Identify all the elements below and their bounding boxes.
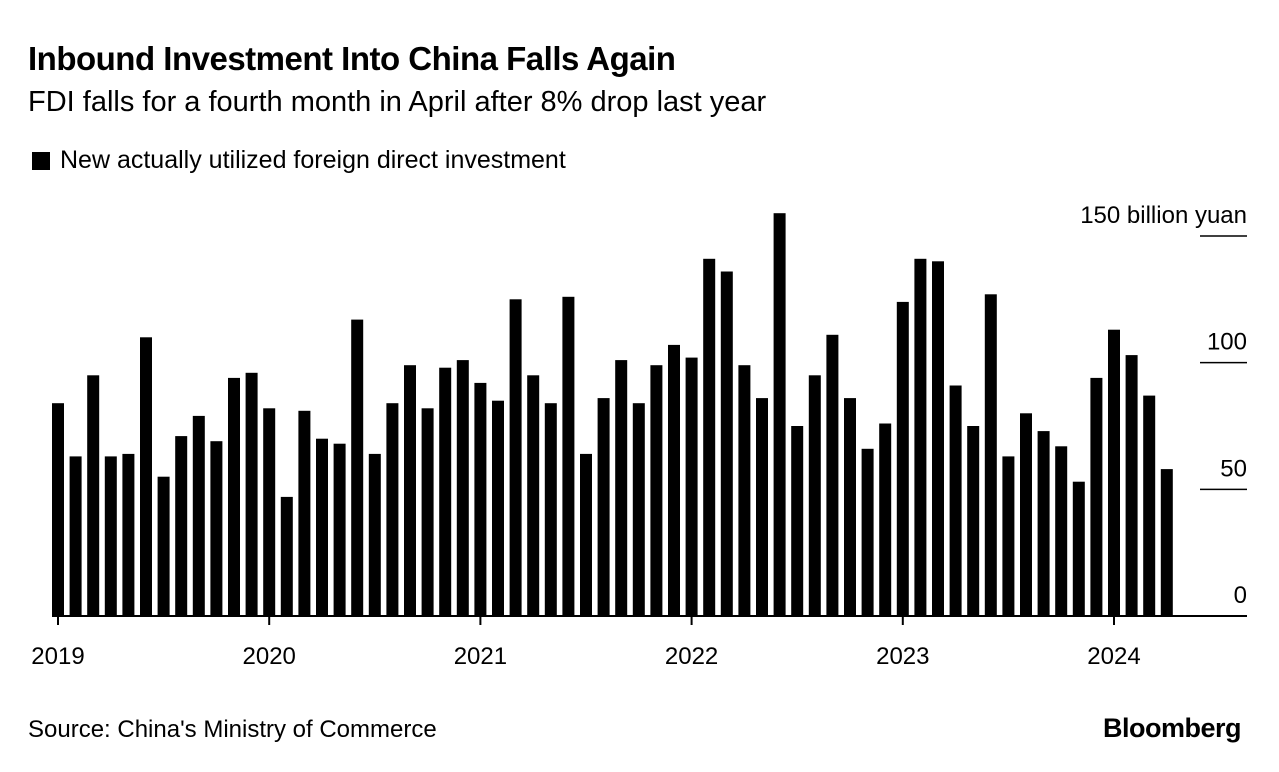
y-tick-label: 100 — [1207, 329, 1247, 356]
bar-2023-08 — [1020, 413, 1032, 616]
bar-2023-01 — [896, 301, 909, 616]
bar-2019-02 — [69, 456, 82, 616]
bar-2023-06 — [984, 294, 997, 616]
legend-swatch — [32, 151, 50, 170]
x-tick-label: 2021 — [454, 643, 507, 670]
bar-2019-03 — [87, 375, 100, 616]
bar-2019-09 — [192, 415, 205, 616]
bar-2019-04 — [104, 456, 117, 616]
bar-2020-01 — [263, 408, 276, 616]
bar-2022-04 — [738, 365, 751, 616]
bar-2023-12 — [1090, 377, 1103, 616]
bar-2021-01 — [474, 382, 487, 616]
bar-2021-08 — [597, 398, 610, 616]
x-axis: 2019 2020 2021 2022 2023 2024 — [31, 615, 1247, 670]
chart-title: Inbound Investment Into China Falls Agai… — [28, 40, 676, 77]
bar-2024-03 — [1143, 395, 1156, 616]
bar-2024-04 — [1160, 469, 1173, 616]
bar-2019-05 — [122, 453, 135, 616]
bar-2022-09 — [826, 334, 839, 616]
bar-2022-03 — [720, 271, 733, 616]
bar-2021-07 — [580, 453, 592, 616]
bar-2021-11 — [650, 365, 663, 616]
bar-2022-08 — [808, 375, 821, 616]
bar-2020-06 — [351, 319, 364, 616]
x-tick-label: 2024 — [1087, 643, 1140, 670]
y-tick-label: 0 — [1234, 582, 1247, 609]
bar-2022-06 — [773, 213, 786, 616]
y-axis: 0 50 100 150 billion yuan — [1080, 202, 1247, 609]
bar-2020-11 — [439, 367, 452, 616]
bar-2022-02 — [703, 258, 716, 616]
legend: New actually utilized foreign direct inv… — [32, 146, 566, 175]
bar-2019-06 — [140, 337, 152, 616]
bar-2019-10 — [210, 441, 223, 616]
bar-2023-09 — [1037, 431, 1050, 616]
bar-2020-10 — [421, 408, 434, 616]
bar-2021-05 — [544, 403, 557, 616]
bar-2023-11 — [1072, 481, 1085, 616]
bar-2020-05 — [333, 443, 346, 616]
y-tick-label: 50 — [1220, 455, 1247, 482]
x-tick-label: 2022 — [665, 643, 718, 670]
bar-2023-02 — [914, 258, 927, 616]
bar-2021-12 — [668, 344, 680, 616]
bar-2020-09 — [404, 365, 416, 616]
bars-group — [52, 213, 1173, 616]
source-note: Source: China's Ministry of Commerce — [28, 716, 437, 743]
bar-2019-12 — [245, 372, 258, 616]
bar-2022-11 — [861, 448, 874, 616]
bar-2020-08 — [386, 403, 399, 616]
bar-2022-07 — [791, 426, 804, 616]
bar-2020-04 — [316, 438, 328, 616]
bar-2020-07 — [368, 453, 381, 616]
bar-2019-07 — [157, 476, 170, 616]
bar-2022-01 — [685, 357, 698, 616]
bar-2021-03 — [509, 299, 522, 616]
bar-2023-10 — [1055, 446, 1068, 616]
x-tick-label: 2020 — [243, 643, 296, 670]
bar-2022-12 — [879, 423, 892, 616]
bar-2023-07 — [1002, 456, 1015, 616]
y-tick-label: 150 billion yuan — [1080, 202, 1247, 229]
bloomberg-logo: Bloomberg — [1102, 713, 1242, 743]
bar-2020-12 — [456, 360, 469, 616]
bar-2020-03 — [298, 410, 311, 616]
x-tick-label: 2023 — [876, 643, 929, 670]
bar-2021-09 — [615, 360, 628, 616]
bar-2022-10 — [844, 398, 856, 616]
bar-2024-01 — [1108, 329, 1120, 616]
bar-2019-11 — [228, 377, 240, 616]
bar-2021-04 — [527, 375, 540, 616]
bar-2021-10 — [632, 403, 645, 616]
bar-2020-02 — [280, 496, 293, 616]
bar-2019-08 — [175, 436, 188, 616]
x-tick-label: 2019 — [31, 643, 84, 670]
chart-subtitle: FDI falls for a fourth month in April af… — [28, 86, 767, 118]
legend-label: New actually utilized foreign direct inv… — [60, 146, 566, 174]
bar-2022-05 — [756, 398, 768, 616]
bar-2019-01 — [52, 403, 64, 616]
bar-2021-02 — [492, 400, 504, 616]
bar-2023-04 — [949, 385, 962, 616]
bar-2024-02 — [1125, 355, 1138, 616]
bar-2023-05 — [967, 426, 980, 616]
bar-2021-06 — [562, 296, 575, 616]
bar-2023-03 — [932, 261, 944, 616]
